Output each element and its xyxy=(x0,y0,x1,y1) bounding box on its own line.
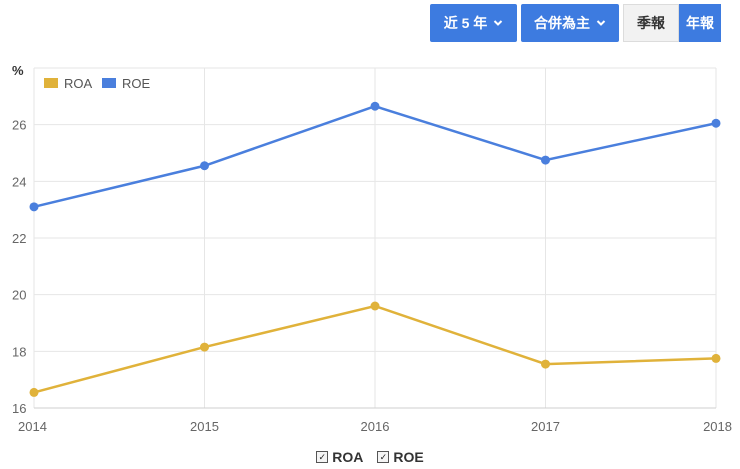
x-tick-label: 2017 xyxy=(531,419,560,434)
axis-ticks: 16 18 20 22 24 26 2014 2015 2016 2017 2018 xyxy=(12,118,732,434)
series-toggle-legend: ✓ ROA ✓ ROE xyxy=(0,449,740,465)
roa-toggle-label: ROA xyxy=(332,449,364,465)
x-tick-label: 2014 xyxy=(18,419,47,434)
roe-legend-swatch xyxy=(102,78,116,88)
grid-lines xyxy=(33,67,717,409)
toolbar: 近 5 年 合併為主 季報 年報 xyxy=(430,4,721,42)
range-dropdown[interactable]: 近 5 年 xyxy=(430,4,517,42)
roe-point[interactable] xyxy=(370,101,380,111)
roa-checkbox[interactable]: ✓ xyxy=(316,451,329,463)
x-tick-label: 2016 xyxy=(361,419,390,434)
scope-dropdown[interactable]: 合併為主 xyxy=(521,4,619,42)
roe-point[interactable] xyxy=(200,161,209,171)
annual-button[interactable]: 年報 xyxy=(679,4,721,42)
roa-toggle[interactable]: ✓ ROA xyxy=(316,449,363,465)
y-tick-label: 26 xyxy=(12,118,26,133)
roe-checkbox[interactable]: ✓ xyxy=(377,451,390,463)
roa-point[interactable] xyxy=(200,342,209,352)
roe-point[interactable] xyxy=(711,118,721,128)
roe-toggle[interactable]: ✓ ROE xyxy=(377,449,424,465)
roe-toggle-label: ROE xyxy=(393,449,424,465)
chevron-down-icon xyxy=(494,20,503,26)
period-toggle: 季報 年報 xyxy=(623,4,721,42)
x-tick-label: 2015 xyxy=(190,419,219,434)
series-lines xyxy=(29,101,721,397)
roe-point[interactable] xyxy=(29,202,39,212)
y-tick-label: 16 xyxy=(12,401,26,416)
range-dropdown-label: 近 5 年 xyxy=(443,15,488,31)
chart-legend: ROA ROE xyxy=(44,76,151,91)
quarterly-button[interactable]: 季報 xyxy=(623,4,679,42)
roa-legend-swatch xyxy=(44,78,58,88)
y-tick-label: 18 xyxy=(12,344,26,359)
roe-point[interactable] xyxy=(541,155,550,165)
roe-legend-label: ROE xyxy=(122,76,151,91)
roa-point[interactable] xyxy=(541,359,550,369)
roa-point[interactable] xyxy=(711,353,721,363)
y-unit-label: % xyxy=(12,63,24,78)
chevron-down-icon xyxy=(596,20,606,26)
scope-dropdown-label: 合併為主 xyxy=(534,15,590,31)
y-tick-label: 24 xyxy=(12,174,26,189)
roa-legend-label: ROA xyxy=(64,76,93,91)
y-tick-label: 22 xyxy=(12,231,26,246)
roa-point[interactable] xyxy=(370,301,380,311)
x-tick-label: 2018 xyxy=(703,419,732,434)
y-tick-label: 20 xyxy=(12,288,26,303)
roa-point[interactable] xyxy=(29,387,39,397)
